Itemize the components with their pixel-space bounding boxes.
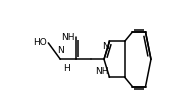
Text: N: N [57,46,64,55]
Text: HO: HO [34,38,47,47]
Text: N: N [102,42,108,51]
Text: NH: NH [95,67,108,76]
Text: NH: NH [61,33,74,42]
Text: H: H [64,64,70,73]
